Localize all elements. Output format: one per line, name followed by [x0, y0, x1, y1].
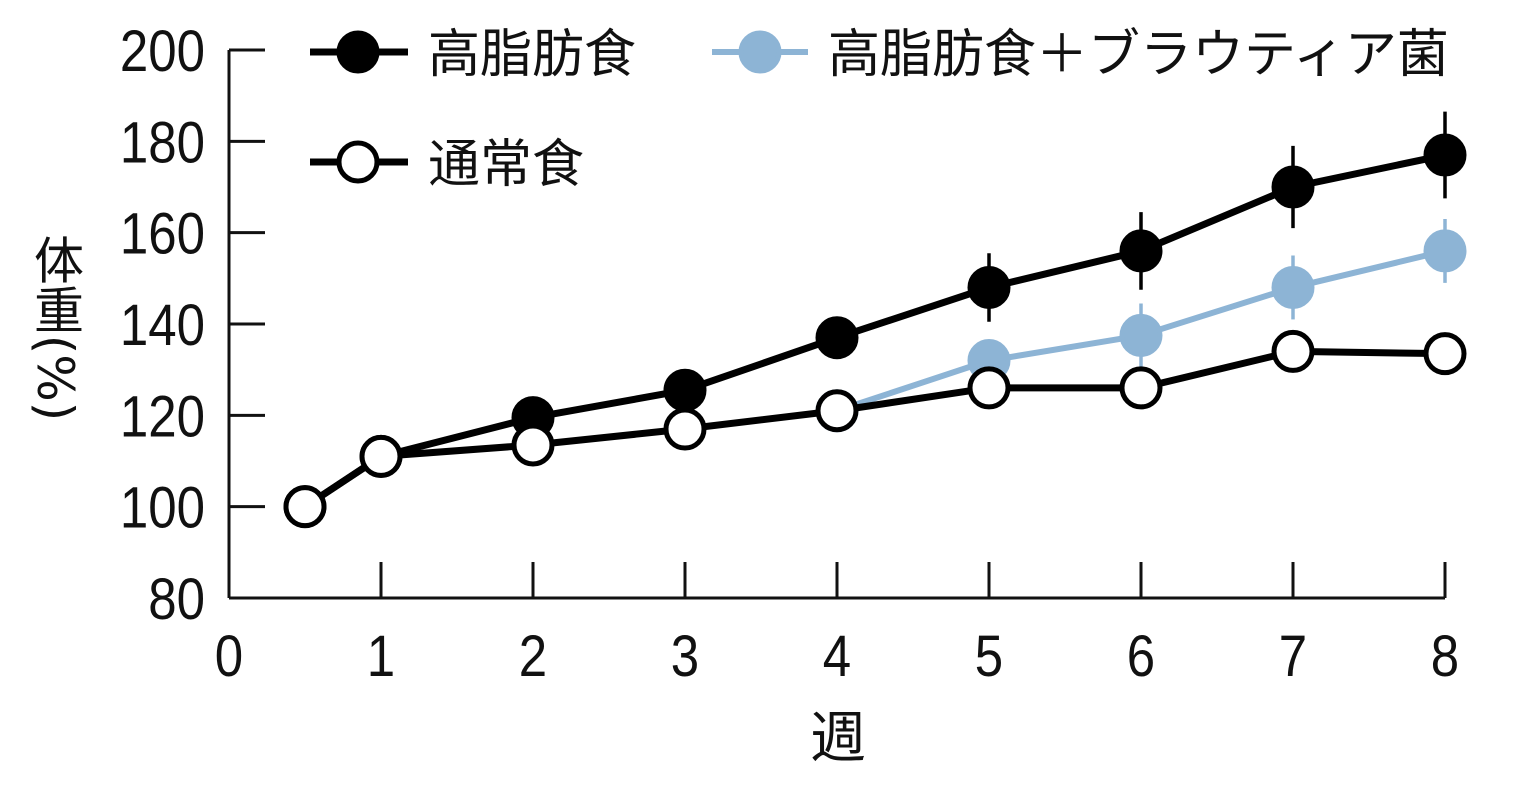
legend-label: 高脂肪食＋ブラウティア菌 [828, 25, 1449, 85]
data-point [663, 407, 707, 451]
data-point [1271, 265, 1315, 309]
plot-area [283, 111, 1467, 529]
data-point [663, 368, 707, 412]
x-tick-label: 3 [671, 624, 699, 689]
data-point [359, 434, 403, 478]
data-point [1119, 229, 1163, 273]
data-point [1423, 332, 1467, 376]
data-point [967, 265, 1011, 309]
x-tick-label: 1 [367, 624, 395, 689]
y-tick-label: 100 [120, 476, 205, 541]
x-axis-title: 週 [810, 706, 866, 771]
x-tick-label: 7 [1279, 624, 1307, 689]
legend-marker [738, 30, 782, 74]
data-point [283, 485, 327, 529]
x-tick-label: 0 [215, 624, 243, 689]
y-tick-label: 180 [120, 110, 205, 175]
x-tick-label: 6 [1127, 624, 1155, 689]
x-tick-label: 4 [823, 624, 851, 689]
y-tick-label: 200 [120, 19, 205, 84]
series-line [301, 151, 1449, 511]
axes: 80 100 120 140 160 180 200 0 1 2 3 4 5 6 7 8 [120, 19, 1459, 689]
data-point [815, 316, 859, 360]
legend-item-normal-diet: 通常食 [310, 135, 584, 195]
y-tick-label: 140 [120, 293, 205, 358]
data-point [1271, 165, 1315, 209]
data-point [511, 423, 555, 467]
legend-marker [336, 30, 380, 74]
legend-item-high-fat-diet: 高脂肪食 [310, 25, 636, 85]
legend: 高脂肪食 高脂肪食＋ブラウティア菌 通常食 [310, 25, 1449, 195]
x-tick-label: 5 [975, 624, 1003, 689]
legend-label: 通常食 [428, 135, 584, 195]
data-point [1423, 229, 1467, 273]
y-tick-label: 80 [148, 567, 205, 632]
y-tick-label: 120 [120, 384, 205, 449]
x-tick-label: 2 [519, 624, 547, 689]
data-point [1119, 313, 1163, 357]
data-point [967, 366, 1011, 410]
series-group [283, 329, 1467, 529]
x-tick-label: 8 [1431, 624, 1459, 689]
legend-marker [336, 140, 380, 184]
legend-label: 高脂肪食 [428, 25, 636, 85]
y-tick-label: 160 [120, 202, 205, 267]
data-point [815, 389, 859, 433]
data-point [1119, 366, 1163, 410]
data-point [1271, 329, 1315, 373]
data-point [1423, 133, 1467, 177]
y-axis-title: 体重(%) [26, 235, 84, 422]
legend-item-high-fat-diet-blautia: 高脂肪食＋ブラウティア菌 [712, 25, 1449, 85]
